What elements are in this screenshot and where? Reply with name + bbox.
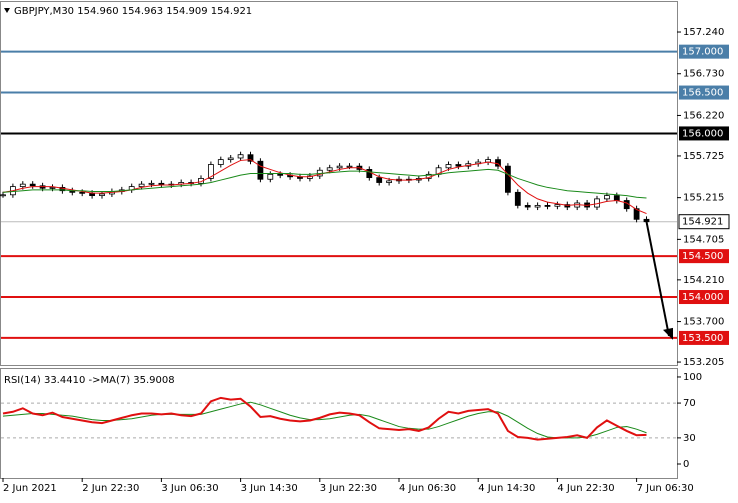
level-label-box	[679, 330, 729, 345]
candle-body	[247, 154, 254, 162]
candle-body	[148, 182, 155, 185]
y-tick-label: 153.205	[683, 357, 724, 368]
rsi-tick-label: 70	[683, 398, 696, 409]
level-label: 154.500	[682, 251, 723, 262]
candle-body	[227, 157, 234, 161]
level-label-box	[679, 44, 729, 59]
last-price-label: 154.921	[682, 217, 723, 228]
candle-body	[99, 193, 105, 197]
level-label: 156.500	[682, 88, 723, 99]
level-label-box	[679, 85, 729, 100]
x-tick-label: 3 Jun 06:30	[161, 483, 218, 494]
level-label: 153.500	[682, 333, 723, 344]
candle-body	[277, 173, 284, 176]
rsi-line	[2, 396, 647, 441]
level-label: 157.000	[682, 47, 723, 58]
main-frame	[0, 1, 678, 366]
candle-body	[633, 208, 640, 220]
candle-body	[514, 191, 521, 206]
candle-body	[524, 205, 531, 208]
candle-body	[613, 195, 620, 201]
chart-title: GBPJPY,M30 154.960 154.963 154.909 154.9…	[14, 6, 252, 17]
x-tick-label: 4 Jun 14:30	[478, 483, 535, 494]
y-tick-label: 155.215	[683, 193, 724, 204]
candle-body	[29, 183, 36, 187]
y-tick-label: 153.700	[683, 317, 724, 328]
level-label: 156.000	[682, 128, 723, 139]
rsi-tick-label: 30	[683, 433, 696, 444]
level-label-box	[679, 249, 729, 264]
candle-body	[217, 159, 224, 165]
moving-average	[2, 168, 647, 199]
candle-body	[237, 154, 244, 159]
candle-body	[267, 173, 274, 180]
forecast-arrow	[645, 221, 670, 337]
rsi-tick-label: 0	[683, 459, 689, 470]
candle-body	[376, 177, 383, 183]
level-label-box	[679, 290, 729, 305]
x-tick-label: 3 Jun 22:30	[320, 483, 377, 494]
candle-body	[79, 191, 86, 194]
candle-body	[643, 218, 650, 223]
candle-body	[455, 164, 462, 167]
menu-arrow	[4, 8, 10, 13]
level-label-box	[679, 126, 729, 141]
candle-body	[138, 183, 145, 188]
last-price-box	[678, 214, 730, 230]
y-tick-label: 155.725	[683, 151, 724, 162]
candle-body	[0, 194, 6, 197]
y-tick-label: 156.730	[683, 69, 724, 80]
rsi-title: RSI(14) 33.4410 ->MA(7) 35.9008	[4, 375, 175, 386]
y-tick-label: 154.705	[683, 234, 724, 245]
candle-body	[326, 167, 333, 171]
candle-body	[504, 165, 511, 193]
x-tick-label: 7 Jun 06:30	[637, 483, 694, 494]
candle-body	[544, 205, 551, 207]
x-tick-label: 2 Jun 2021	[3, 483, 57, 494]
candle-body	[554, 204, 561, 207]
x-tick-label: 4 Jun 06:30	[399, 483, 456, 494]
y-tick-label: 156.220	[683, 110, 724, 121]
candle-body	[257, 160, 264, 180]
rsi-frame	[0, 368, 678, 479]
candle-body	[386, 180, 393, 183]
candle-body	[207, 164, 214, 179]
x-tick-label: 4 Jun 22:30	[557, 483, 614, 494]
candle-body	[534, 205, 541, 208]
candle-body	[49, 187, 56, 189]
candle-body	[445, 164, 452, 169]
candle-body	[19, 183, 26, 188]
candle-body	[336, 165, 343, 169]
y-tick-label: 157.240	[683, 27, 724, 38]
level-label: 154.000	[682, 292, 723, 303]
y-tick-label: 154.210	[683, 275, 724, 286]
candle-body	[346, 165, 353, 168]
forecast-arrowhead	[663, 327, 673, 340]
x-tick-label: 2 Jun 22:30	[82, 483, 139, 494]
rsi-tick-label: 100	[683, 372, 702, 383]
candle-body	[604, 195, 610, 200]
x-tick-label: 3 Jun 14:30	[241, 483, 298, 494]
